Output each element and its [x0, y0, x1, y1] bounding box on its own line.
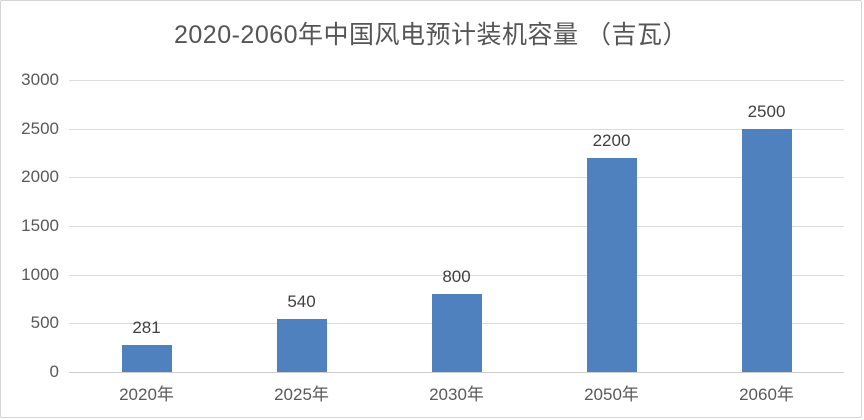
chart-title: 2020-2060年中国风电预计装机容量 （吉瓦）	[173, 21, 688, 49]
bar-value-label: 2200	[592, 130, 631, 150]
gridline-1500	[69, 226, 844, 227]
gridline-3000	[69, 80, 844, 81]
gridline-2000	[69, 177, 844, 179]
bar-group-2050年: 2200	[534, 80, 689, 372]
gridline-2500	[69, 128, 844, 130]
bar-value-label: 2500	[747, 101, 786, 121]
y-tick-label-0: 0	[49, 362, 59, 381]
y-tick-label-1500: 1500	[21, 216, 59, 235]
gridline-1000	[69, 274, 844, 276]
x-tick-label-2060年: 2060年	[739, 385, 794, 404]
y-tick-label-3000: 3000	[21, 70, 59, 89]
y-tick-label-1000: 1000	[21, 264, 59, 284]
bar	[121, 344, 172, 372]
bar	[741, 128, 792, 372]
bar	[431, 294, 482, 372]
bar-value-label: 540	[287, 292, 316, 312]
x-tick-label-2020年: 2020年	[119, 385, 174, 404]
gridline-0	[69, 372, 844, 373]
bar-group-2020年: 281	[69, 80, 224, 372]
y-tick-label-500: 500	[30, 313, 59, 333]
bar-group-2060年: 2500	[689, 80, 844, 372]
x-tick-label-2050年: 2050年	[584, 385, 639, 404]
bar	[276, 319, 327, 372]
bar	[586, 157, 637, 372]
bar-value-label: 281	[132, 317, 161, 337]
bar-group-2025年: 540	[224, 80, 379, 372]
bar-value-label: 800	[442, 267, 471, 287]
plot-area: 0 500 1000 1500 2000 2500 3000 281 540 800 2200 25…	[21, 71, 844, 404]
y-tick-label-2500: 2500	[21, 118, 59, 138]
x-tick-label-2025年: 2025年	[274, 385, 329, 404]
y-tick-label-2000: 2000	[21, 167, 59, 187]
x-tick-label-2030年: 2030年	[429, 385, 484, 404]
bar-group-2030年: 800	[379, 80, 534, 372]
